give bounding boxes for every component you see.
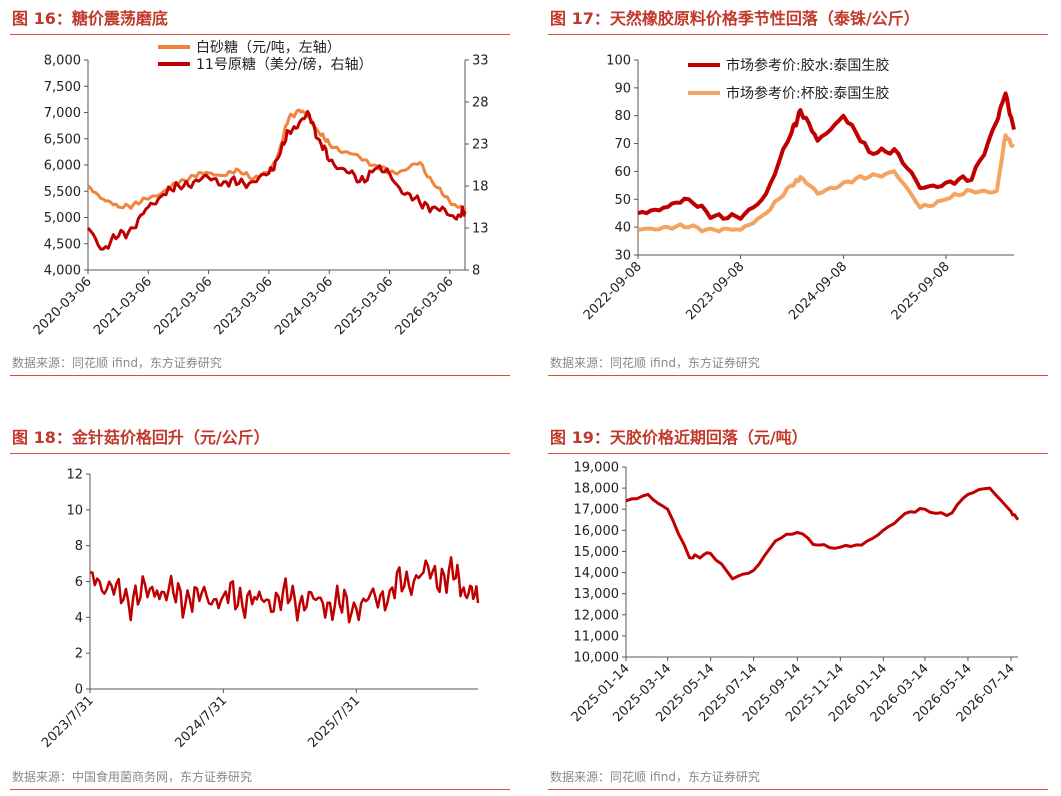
y-tick-label: 80: [614, 109, 631, 124]
y-tick-label: 40: [614, 221, 631, 236]
y-tick-label: 30: [614, 249, 631, 264]
divider: [548, 375, 1048, 376]
y-tick-label: 14,000: [574, 566, 620, 581]
x-tick-label: 2020-03-06: [31, 274, 95, 338]
y-tick-label-right: 28: [472, 96, 489, 111]
y-tick-label: 6,000: [44, 159, 81, 174]
divider: [10, 789, 510, 790]
x-tick-label: 2026-03-06: [393, 274, 457, 338]
y-tick-label: 100: [606, 54, 631, 69]
y-tick-label: 4: [75, 611, 83, 626]
y-tick-label: 15,000: [574, 545, 620, 560]
divider: [548, 789, 1048, 790]
y-tick-label-right: 33: [472, 54, 489, 69]
x-tick-label: 2024/7/31: [172, 693, 230, 751]
y-tick-label-right: 18: [472, 180, 489, 195]
legend-label: 市场参考价:胶水:泰国生胶: [726, 57, 889, 74]
y-tick-label: 90: [614, 81, 631, 96]
chart-rubber-price: 10,000 11,000 12,000 13,000 14,000 15,000 16,0…: [569, 461, 1020, 725]
y-tick-label: 10: [66, 503, 83, 518]
x-tick-label: 2024-03-06: [272, 274, 336, 338]
divider: [10, 375, 510, 376]
y-tick-label: 16,000: [574, 524, 620, 539]
x-tick-label: 2022-09-08: [581, 259, 645, 323]
x-tick-label: 2021-03-06: [91, 274, 155, 338]
y-tick-label: 10,000: [574, 651, 620, 666]
divider: [10, 453, 510, 454]
source-note: 数据来源：同花顺 ifind，东方证券研究: [12, 356, 222, 370]
series-line: [625, 486, 1020, 581]
y-tick-label: 13,000: [574, 587, 620, 602]
y-tick-label-right: 13: [472, 222, 489, 237]
y-tick-label: 5,000: [44, 211, 81, 226]
y-tick-label: 2: [75, 647, 83, 662]
y-tick-label: 12,000: [574, 608, 620, 623]
y-tick-label: 50: [614, 193, 631, 208]
panel-rubber-raw: 图 17：天然橡胶原料价格季节性回落（泰铢/公斤） 30 40 50 60 70 80 90…: [548, 5, 1048, 376]
x-tick-label: 2022-03-06: [151, 274, 215, 338]
y-tick-label: 70: [614, 137, 631, 152]
y-tick-label: 6,500: [44, 132, 81, 147]
series-line: [87, 108, 467, 211]
panel-title: 图 18：金针菇价格回升（元/公斤）: [12, 428, 270, 447]
legend-label: 白砂糖（元/吨，左轴）: [196, 40, 341, 56]
panel-title: 图 16：糖价震荡磨底: [12, 9, 168, 28]
y-tick-label: 4,500: [44, 237, 81, 252]
source-note: 数据来源：同花顺 ifind，东方证券研究: [550, 356, 760, 370]
series-line: [86, 109, 467, 251]
chart-sugar: 4,000 4,500 5,000 5,500 6,000 6,500 7,000 7,500…: [31, 40, 489, 338]
series-line: [637, 91, 1016, 221]
series-line: [90, 556, 480, 624]
y-tick-label: 0: [75, 683, 83, 698]
y-tick-label: 17,000: [574, 503, 620, 518]
source-note: 数据来源：中国食用菌商务网，东方证券研究: [12, 770, 253, 784]
y-tick-label: 5,500: [44, 185, 81, 200]
panel-title: 图 19：天胶价格近期回落（元/吨）: [550, 428, 808, 447]
x-tick-label: 2023/7/31: [39, 693, 97, 751]
source-note: 数据来源：同花顺 ifind，东方证券研究: [550, 770, 760, 784]
y-tick-label-right: 8: [472, 264, 480, 279]
panel-rubber-price: 图 19：天胶价格近期回落（元/吨） 10,000 11,000 12,000 13,…: [548, 424, 1048, 794]
x-tick-label: 2024-09-08: [786, 259, 850, 323]
y-tick-label: 18,000: [574, 482, 620, 497]
y-tick-label: 60: [614, 165, 631, 180]
x-tick-label: 2025-03-06: [332, 274, 396, 338]
y-tick-label: 8: [75, 539, 83, 554]
y-tick-label: 6: [75, 575, 83, 590]
divider: [10, 34, 510, 35]
panel-sugar: 图 16：糖价震荡磨底 4,000 4,500 5,000 5,500 6,000 6,5…: [10, 5, 510, 376]
panel-mushroom: 图 18：金针菇价格回升（元/公斤） 0 2 4 6 8 10 12 2023/7/31 202…: [10, 424, 510, 794]
chart-rubber-raw: 30 40 50 60 70 80 90 100 2022-09-08 2023-09-08 202…: [581, 54, 1016, 323]
legend-label: 11号原糖（美分/磅，右轴）: [196, 56, 373, 73]
x-tick-label: 2025-09-08: [889, 259, 953, 323]
x-tick-label: 2025/7/31: [305, 693, 363, 751]
y-tick-label-right: 23: [472, 138, 489, 153]
y-tick-label: 8,000: [44, 54, 81, 69]
x-tick-label: 2023-03-06: [212, 274, 276, 338]
y-tick-label: 4,000: [44, 264, 81, 279]
y-tick-label: 7,000: [44, 106, 81, 121]
y-tick-label: 12: [66, 468, 83, 483]
x-tick-label: 2023-09-08: [683, 259, 747, 323]
y-tick-label: 7,500: [44, 80, 81, 95]
chart-mushroom: 0 2 4 6 8 10 12 2023/7/31 2024/7/31 2025/7/31: [39, 468, 480, 751]
y-tick-label: 19,000: [574, 461, 620, 476]
panel-title: 图 17：天然橡胶原料价格季节性回落（泰铢/公斤）: [550, 9, 920, 28]
legend-label: 市场参考价:杯胶:泰国生胶: [726, 85, 889, 102]
divider: [548, 34, 1048, 35]
divider: [548, 453, 1048, 454]
y-tick-label: 11,000: [574, 629, 620, 644]
series-line: [637, 133, 1015, 234]
